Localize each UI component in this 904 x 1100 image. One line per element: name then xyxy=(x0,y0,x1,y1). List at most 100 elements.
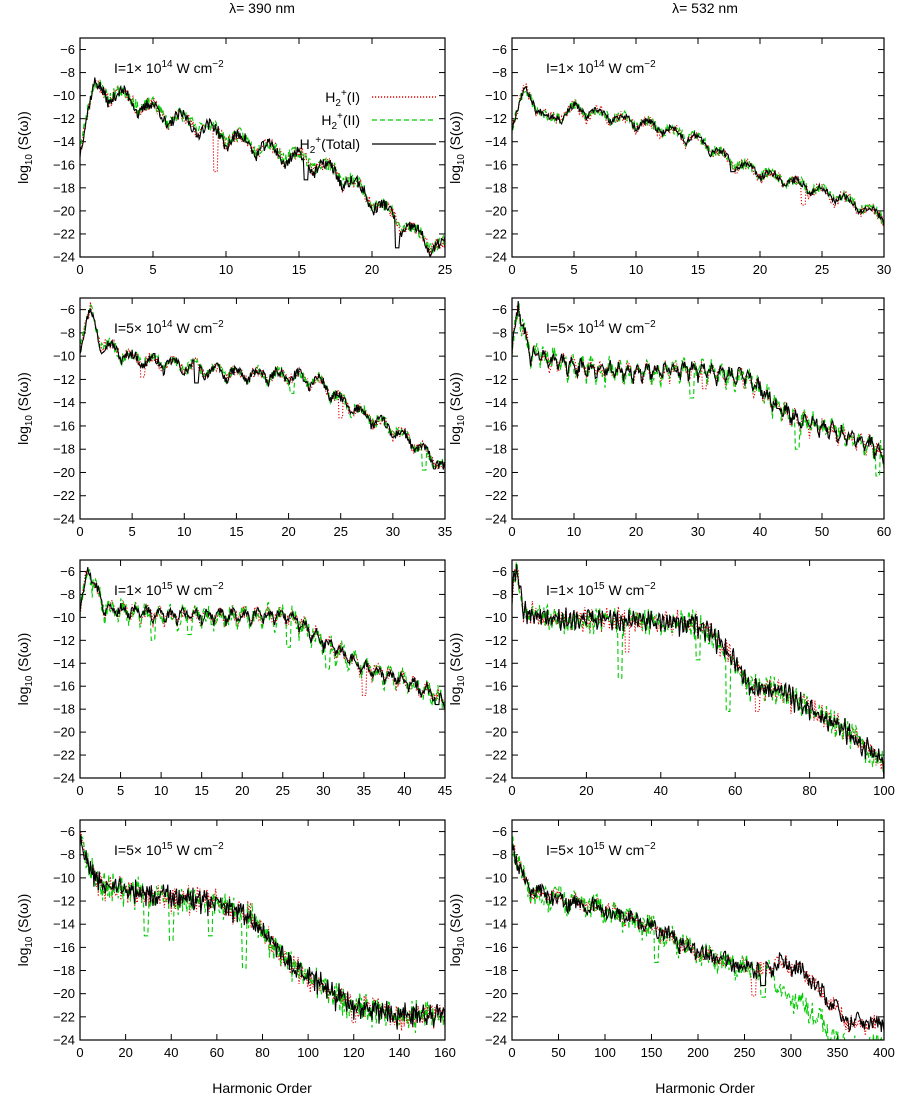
series-line-htotal xyxy=(512,841,884,1033)
y-tick-label: −24 xyxy=(53,512,75,527)
y-tick-label: −14 xyxy=(53,395,75,410)
y-axis-label: log10 (S(ω)) xyxy=(15,372,35,445)
x-tick-label: 0 xyxy=(76,783,83,798)
x-tick-label: 45 xyxy=(438,783,452,798)
x-tick-label: 160 xyxy=(434,1045,456,1060)
series-line-hii xyxy=(80,569,445,713)
x-tick-label: 40 xyxy=(397,783,411,798)
y-tick-label: −18 xyxy=(53,702,75,717)
y-tick-label: −12 xyxy=(485,372,507,387)
y-tick-label: −14 xyxy=(53,134,75,149)
series-group xyxy=(80,301,445,471)
y-tick-label: −6 xyxy=(492,42,507,57)
x-tick-label: 80 xyxy=(255,1045,269,1060)
y-tick-label: −16 xyxy=(485,418,507,433)
y-axis-label: log10 (S(ω)) xyxy=(447,372,467,445)
series-line-htotal xyxy=(512,300,884,465)
y-tick-label: −24 xyxy=(53,1033,75,1048)
y-tick-label: −22 xyxy=(485,226,507,241)
y-tick-label: −6 xyxy=(492,564,507,579)
x-tick-label: 350 xyxy=(827,1045,849,1060)
y-tick-label: −12 xyxy=(53,633,75,648)
x-tick-label: 120 xyxy=(343,1045,365,1060)
x-tick-label: 25 xyxy=(438,262,452,277)
y-tick-label: −22 xyxy=(53,748,75,763)
series-line-htotal xyxy=(80,77,445,257)
series-line-hi xyxy=(512,568,884,770)
y-tick-label: −20 xyxy=(485,203,507,218)
x-tick-label: 5 xyxy=(570,262,577,277)
y-tick-label: −18 xyxy=(485,442,507,457)
series-line-htotal xyxy=(512,564,884,778)
y-tick-label: −10 xyxy=(53,870,75,885)
y-tick-label: −18 xyxy=(53,442,75,457)
y-tick-label: −22 xyxy=(53,488,75,503)
y-tick-label: −12 xyxy=(53,894,75,909)
x-tick-label: 80 xyxy=(802,783,816,798)
series-line-htotal xyxy=(80,567,445,710)
panel-0: 0 5 10 15 20 25 −6 −8 −10 −12 −14 −16 −18 −20 −22 −24 lo… xyxy=(15,37,452,277)
x-tick-label: 20 xyxy=(281,524,295,539)
x-tick-label: 250 xyxy=(734,1045,756,1060)
plot-frame xyxy=(79,819,446,1041)
y-tick-label: −24 xyxy=(485,512,507,527)
x-tick-label: 10 xyxy=(154,783,168,798)
y-tick-label: −18 xyxy=(485,180,507,195)
y-tick-label: −18 xyxy=(53,963,75,978)
x-tick-label: 50 xyxy=(551,1045,565,1060)
x-tick-label: 0 xyxy=(76,262,83,277)
x-tick-label: 30 xyxy=(316,783,330,798)
plot-frame xyxy=(79,37,446,258)
y-tick-label: −8 xyxy=(492,65,507,80)
x-tick-label: 20 xyxy=(118,1045,132,1060)
x-tick-label: 400 xyxy=(873,1045,895,1060)
y-tick-label: −18 xyxy=(53,180,75,195)
x-tick-label: 60 xyxy=(728,783,742,798)
y-tick-label: −16 xyxy=(485,679,507,694)
y-tick-label: −8 xyxy=(60,847,75,862)
panel-4: 0 5 10 15 20 25 30 35 40 45 −6 −8 −10 −12 −14 −16 −18 −20… xyxy=(15,559,452,798)
x-tick-label: 300 xyxy=(780,1045,802,1060)
x-tick-label: 0 xyxy=(508,524,515,539)
y-tick-label: −6 xyxy=(60,42,75,57)
y-tick-label: −16 xyxy=(53,940,75,955)
y-tick-label: −12 xyxy=(485,111,507,126)
plot-frame xyxy=(511,819,885,1041)
y-tick-label: −8 xyxy=(60,325,75,340)
x-tick-label: 40 xyxy=(164,1045,178,1060)
y-tick-label: −12 xyxy=(53,372,75,387)
y-tick-label: −20 xyxy=(53,203,75,218)
y-axis-label: log10 (S(ω)) xyxy=(447,633,467,706)
series-line-hii xyxy=(512,86,884,227)
y-tick-label: −16 xyxy=(53,157,75,172)
x-tick-label: 30 xyxy=(691,524,705,539)
y-tick-label: −24 xyxy=(53,250,75,265)
y-axis-label: log10 (S(ω)) xyxy=(447,894,467,967)
x-tick-label: 20 xyxy=(753,262,767,277)
x-tick-label: 0 xyxy=(76,1045,83,1060)
series-group xyxy=(80,77,445,257)
plot-frame xyxy=(511,297,885,520)
y-tick-label: −24 xyxy=(485,1033,507,1048)
x-tick-label: 15 xyxy=(292,262,306,277)
y-tick-label: −10 xyxy=(485,349,507,364)
y-tick-label: −24 xyxy=(485,250,507,265)
y-tick-label: −10 xyxy=(53,88,75,103)
y-tick-label: −14 xyxy=(53,656,75,671)
series-line-hii xyxy=(512,560,884,774)
x-tick-label: 25 xyxy=(276,783,290,798)
y-tick-label: −10 xyxy=(485,88,507,103)
x-tick-label: 50 xyxy=(815,524,829,539)
y-tick-label: −24 xyxy=(53,771,75,786)
y-tick-label: −16 xyxy=(485,157,507,172)
y-tick-label: −18 xyxy=(485,963,507,978)
x-tick-label: 0 xyxy=(508,262,515,277)
panels: 0 5 10 15 20 25 −6 −8 −10 −12 −14 −16 −18 −20 −22 −24 lo… xyxy=(15,37,895,1060)
x-tick-label: 20 xyxy=(235,783,249,798)
series-line-htotal xyxy=(80,308,445,470)
x-tick-label: 10 xyxy=(567,524,581,539)
y-tick-label: −20 xyxy=(53,465,75,480)
y-tick-label: −20 xyxy=(53,986,75,1001)
x-tick-label: 25 xyxy=(333,524,347,539)
